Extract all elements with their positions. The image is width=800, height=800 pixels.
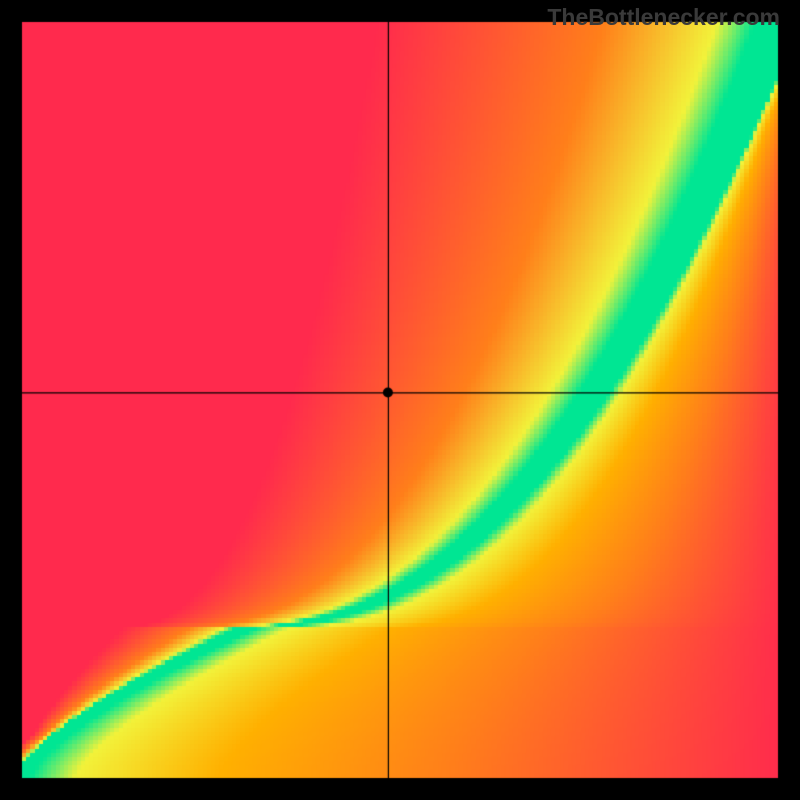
watermark-text: TheBottlenecker.com xyxy=(547,4,780,31)
chart-container: TheBottlenecker.com xyxy=(0,0,800,800)
heatmap-canvas xyxy=(0,0,800,800)
